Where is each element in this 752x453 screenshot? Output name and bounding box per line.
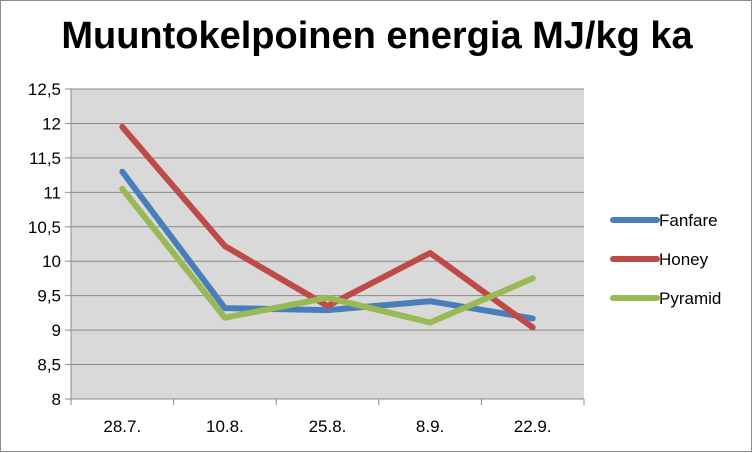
axes [65, 88, 585, 405]
plot-area [71, 89, 584, 399]
x-tick-label: 25.8. [309, 417, 347, 436]
x-tick-label: 28.7. [103, 417, 141, 436]
y-tick-label: 12 [42, 114, 61, 133]
x-tick-label: 8.9. [416, 417, 444, 436]
legend-label-fanfare: Fanfare [659, 211, 718, 230]
y-tick-label: 10 [42, 252, 61, 271]
legend: Fanfare Honey Pyramid [610, 211, 721, 308]
legend-label-honey: Honey [659, 250, 709, 269]
y-tick-label: 11 [43, 183, 61, 202]
series-line-pyramid [119, 185, 536, 326]
x-tick-label: 10.8. [206, 417, 244, 436]
x-tick-label: 22.9. [514, 417, 552, 436]
y-tick-label: 12,5 [28, 80, 61, 99]
gridlines [71, 88, 584, 400]
y-tick-label: 9 [52, 321, 61, 340]
y-tick-label: 11,5 [29, 149, 61, 168]
series-line-honey [119, 123, 536, 331]
y-tick-label: 10,5 [28, 218, 61, 237]
chart-title: Muuntokelpoinen energia MJ/kg ka [61, 15, 693, 57]
y-tick-label: 8,5 [37, 356, 61, 375]
series-lines [119, 123, 536, 331]
y-tick-label: 9,5 [37, 287, 61, 306]
tick-labels: 8 8,5 9 9,5 10 10,5 11 11,5 12 12,5 28.7. 10.8. 25.8… [28, 80, 552, 436]
legend-label-pyramid: Pyramid [659, 289, 721, 308]
y-tick-label: 8 [52, 390, 61, 409]
